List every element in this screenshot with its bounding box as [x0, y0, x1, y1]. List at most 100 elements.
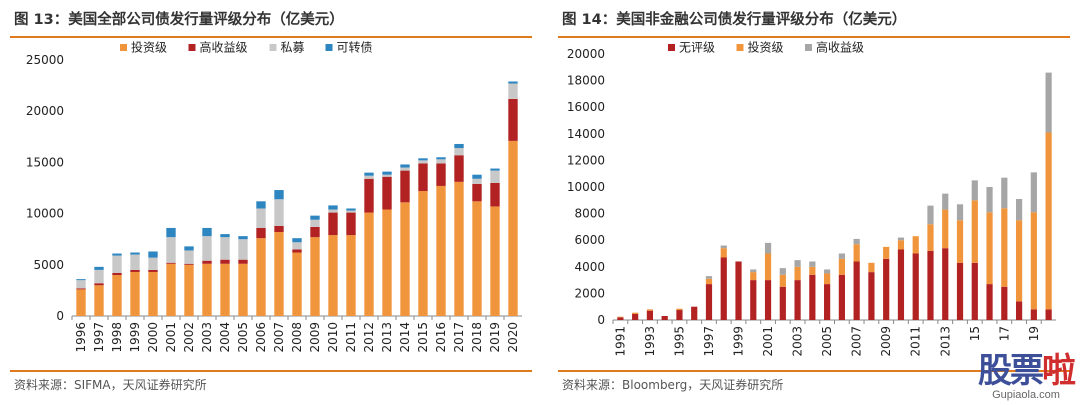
bar-segment	[238, 239, 248, 260]
bar-segment	[824, 269, 831, 274]
x-tick-label: 2010	[326, 322, 340, 353]
bar-segment	[472, 178, 482, 184]
bar-segment	[166, 263, 176, 316]
bar-segment	[148, 269, 158, 272]
bar-segment	[364, 175, 374, 179]
bar-segment	[853, 238, 860, 245]
bar-segment	[838, 253, 845, 259]
bar-segment	[436, 185, 446, 316]
y-tick-label: 15000	[26, 155, 64, 169]
bar-segment	[1030, 309, 1037, 320]
bar-segment	[508, 81, 518, 84]
bar-segment	[382, 171, 392, 175]
x-tick-label: 2013	[938, 326, 952, 357]
x-tick-label: 2008	[290, 322, 304, 353]
bar-segment	[971, 262, 978, 320]
bar-segment	[400, 170, 410, 203]
x-tick-label: 2009	[879, 326, 893, 357]
bar-segment	[927, 250, 934, 320]
x-tick-label: 1993	[643, 326, 657, 357]
bar-segment	[400, 202, 410, 316]
bar-segment	[927, 205, 934, 225]
legend-label: 高收益级	[200, 40, 248, 55]
bar-segment	[1045, 72, 1052, 133]
bar-segment	[883, 258, 890, 320]
bar-segment	[809, 274, 816, 320]
y-tick-label: 0	[56, 309, 64, 323]
bar-segment	[986, 187, 993, 213]
x-tick-label: 1998	[110, 322, 124, 353]
legend-label: 高收益级	[816, 40, 864, 55]
legend-item: 高收益级	[805, 40, 864, 55]
y-tick-label: 16000	[567, 100, 605, 114]
bar-segment	[130, 269, 140, 272]
y-tick-label: 10000	[567, 180, 605, 194]
bar-segment	[400, 164, 410, 168]
bar-segment	[897, 240, 905, 250]
bar-segment	[927, 224, 934, 251]
source-note: 资料来源：SIFMA，天风证券研究所	[14, 378, 207, 392]
x-tick-label: 2011	[344, 322, 358, 353]
bar-segment	[508, 83, 518, 99]
bar-segment	[292, 242, 302, 250]
y-tick-label: 25000	[26, 53, 64, 67]
y-tick-label: 8000	[574, 207, 605, 221]
y-tick-label: 14000	[567, 127, 605, 141]
x-tick-label: 2009	[308, 322, 322, 353]
bar-segment	[130, 271, 140, 316]
bar-segment	[454, 181, 464, 316]
legend-swatch	[805, 44, 812, 51]
bar-segment	[418, 158, 428, 161]
y-tick-label: 5000	[33, 258, 64, 272]
y-tick-label: 6000	[574, 233, 605, 247]
bar-segment	[148, 271, 158, 316]
bar-segment	[328, 209, 338, 213]
bar-segment	[400, 167, 410, 171]
bar-segment	[1001, 177, 1008, 209]
bar-segment	[676, 308, 683, 311]
legend-label: 无评级	[679, 41, 715, 55]
x-tick-label: 2004	[218, 322, 232, 353]
bar-segment	[764, 242, 772, 254]
bar-segment	[764, 253, 772, 281]
x-tick-label: 1997	[702, 326, 716, 357]
bar-segment	[202, 260, 212, 264]
watermark-accent: 啦	[1042, 351, 1076, 391]
y-tick-label: 4000	[574, 260, 605, 274]
bar-segment	[76, 288, 86, 290]
y-tick-label: 20000	[26, 104, 64, 118]
bar-segment	[220, 259, 230, 264]
bar-segment	[256, 201, 266, 209]
chart-title: 图 14：美国非金融公司债发行量评级分布（亿美元）	[562, 12, 907, 28]
bar-segment	[238, 236, 248, 240]
bar-segment	[184, 246, 194, 251]
bar-segment	[166, 262, 176, 264]
bar-segment	[76, 280, 86, 289]
bar-segment	[868, 262, 875, 273]
bar-segment	[508, 98, 518, 141]
legend-item: 高收益级	[188, 40, 248, 55]
bar-segment	[256, 227, 266, 239]
bar-segment	[202, 227, 212, 237]
legend-swatch	[668, 44, 675, 51]
x-tick-label: 1991	[613, 326, 627, 357]
bar-segment	[238, 263, 248, 316]
x-tick-label: 1999	[732, 326, 746, 357]
bar-segment	[1030, 172, 1037, 213]
bar-segment	[328, 235, 338, 316]
bar-segment	[346, 208, 356, 211]
bar-segment	[779, 268, 786, 275]
x-tick-label: 17	[997, 326, 1011, 341]
bar-segment	[184, 264, 194, 316]
x-tick-label: 1999	[128, 322, 142, 353]
bar-segment	[1015, 220, 1023, 302]
bar-segment	[824, 273, 831, 285]
bar-segment	[942, 209, 949, 249]
x-tick-label: 2000	[146, 322, 160, 353]
x-tick-label: 1995	[672, 326, 686, 357]
bar-segment	[76, 279, 86, 281]
bar-segment	[490, 182, 500, 207]
bar-segment	[912, 253, 919, 320]
bar-segment	[328, 205, 338, 210]
bar-segment	[1015, 198, 1023, 221]
